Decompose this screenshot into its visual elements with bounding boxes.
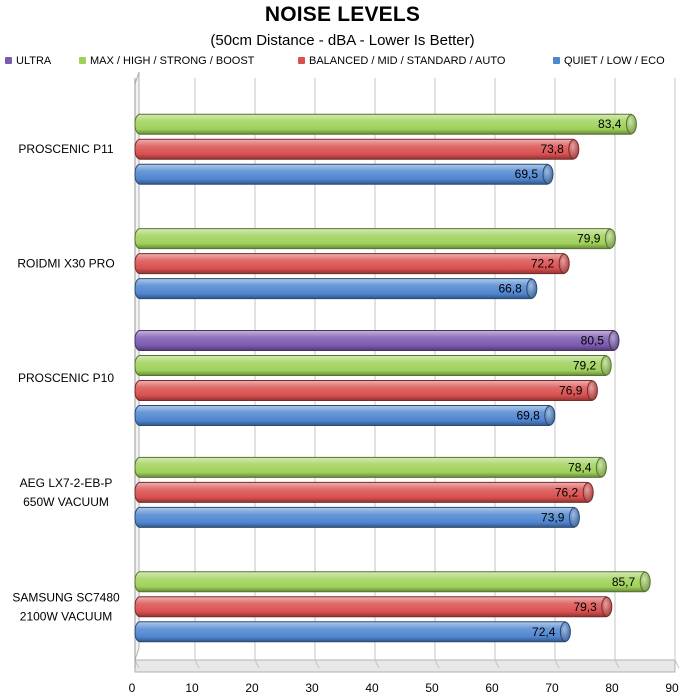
data-label: 83,4: [598, 117, 622, 131]
category-label-line: 2100W VACUUM: [20, 609, 112, 623]
category-label-line: PROSCENIC P11: [18, 142, 113, 156]
bar: [134, 278, 537, 300]
data-label: 80,5: [581, 334, 605, 348]
x-tick-label: 80: [605, 681, 619, 695]
bar-cap: [568, 139, 580, 160]
bar-cap: [542, 164, 554, 185]
chart-subtitle: (50cm Distance - dBA - Lower Is Better): [210, 32, 475, 49]
data-label: 85,7: [612, 575, 636, 589]
legend-item: ULTRA: [5, 55, 51, 68]
x-tick-label: 90: [665, 681, 679, 695]
gridline-depth: [374, 659, 380, 669]
floor: [134, 659, 676, 673]
category-label: ROIDMI X30 PRO: [17, 257, 114, 271]
legend-swatch: [553, 57, 560, 64]
bar-cap: [595, 457, 607, 478]
legend-label: ULTRA: [16, 55, 52, 67]
bar-cap: [601, 596, 613, 617]
bar: [134, 596, 612, 618]
bar: [134, 380, 597, 401]
bar: [134, 138, 579, 160]
data-label: 72,2: [531, 257, 555, 271]
bar: [134, 330, 619, 351]
legend-swatch: [79, 57, 86, 64]
bar: [134, 621, 570, 643]
bar: [134, 481, 593, 503]
data-label: 76,2: [555, 485, 579, 499]
bar: [134, 163, 553, 185]
data-label: 76,9: [559, 384, 583, 398]
x-tick-label: 0: [129, 681, 136, 695]
data-label: 66,8: [498, 282, 522, 296]
x-tick-label: 30: [305, 681, 319, 695]
bar: [134, 456, 606, 478]
legend-swatch: [5, 57, 12, 64]
bar-cap: [568, 507, 580, 528]
legend-swatch: [298, 57, 305, 64]
category-label-line: PROSCENIC P10: [18, 371, 114, 385]
bar-cap: [604, 228, 616, 249]
data-label: 69,8: [516, 409, 540, 423]
bar-cap: [526, 278, 538, 299]
bar-cap: [559, 621, 571, 642]
category-label-line: 650W VACUUM: [23, 495, 109, 509]
legend-item: QUIET / LOW / ECO: [553, 55, 665, 68]
x-tick-label: 10: [185, 681, 199, 695]
gridline-depth: [134, 659, 140, 669]
bar: [134, 253, 569, 275]
gridline-depth: [614, 659, 620, 669]
category-label-line: SAMSUNG SC7480: [12, 590, 120, 604]
legend-label: MAX / HIGH / STRONG / BOOST: [90, 55, 255, 67]
bar-cap: [586, 380, 598, 401]
x-tick-label: 70: [545, 681, 559, 695]
gridline-depth: [674, 659, 680, 669]
category-label-line: ROIDMI X30 PRO: [17, 257, 114, 271]
data-label: 72,4: [532, 625, 556, 639]
gridline-depth: [254, 659, 260, 669]
gridline-depth: [434, 659, 440, 669]
data-label: 73,9: [541, 510, 565, 524]
category-label: SAMSUNG SC7480 2100W VACUUM: [12, 590, 120, 623]
data-label: 79,3: [573, 600, 597, 614]
legend-item: BALANCED / MID / STANDARD / AUTO: [298, 55, 505, 68]
bar: [134, 405, 555, 426]
data-label: 79,2: [573, 359, 597, 373]
x-tick-label: 20: [245, 681, 259, 695]
bar: [134, 113, 636, 135]
x-tick-label: 60: [485, 681, 499, 695]
bar: [134, 355, 611, 376]
legend-label: BALANCED / MID / STANDARD / AUTO: [309, 55, 506, 67]
x-tick-label: 50: [425, 681, 439, 695]
bar-cap: [600, 355, 612, 376]
category-label-line: AEG LX7-2-EB-P: [20, 476, 113, 490]
legend: ULTRA MAX / HIGH / STRONG / BOOST BALANCED…: [0, 55, 685, 69]
bar-cap: [639, 571, 651, 592]
bar-cap: [625, 114, 637, 135]
category-label: PROSCENIC P11: [18, 142, 113, 156]
bar-cap: [608, 330, 620, 351]
gridline-depth: [554, 659, 560, 669]
data-label: 69,5: [515, 167, 539, 181]
gridline-depth: [314, 659, 320, 669]
data-label: 79,9: [577, 232, 601, 246]
legend-label: QUIET / LOW / ECO: [564, 55, 665, 67]
category-label: AEG LX7-2-EB-P 650W VACUUM: [20, 476, 113, 509]
bar: [134, 571, 650, 593]
data-label: 73,8: [540, 142, 564, 156]
data-label: 78,4: [568, 460, 592, 474]
bar: [134, 506, 579, 528]
legend-item: MAX / HIGH / STRONG / BOOST: [79, 55, 254, 68]
gridline-depth: [494, 659, 500, 669]
bar-cap: [558, 253, 570, 274]
bar-cap: [544, 405, 556, 426]
x-tick-label: 40: [365, 681, 379, 695]
category-label: PROSCENIC P10: [18, 371, 114, 385]
bar: [134, 228, 615, 250]
gridline-depth: [194, 659, 200, 669]
chart-title: NOISE LEVELS: [264, 3, 421, 26]
bar-cap: [582, 482, 594, 503]
